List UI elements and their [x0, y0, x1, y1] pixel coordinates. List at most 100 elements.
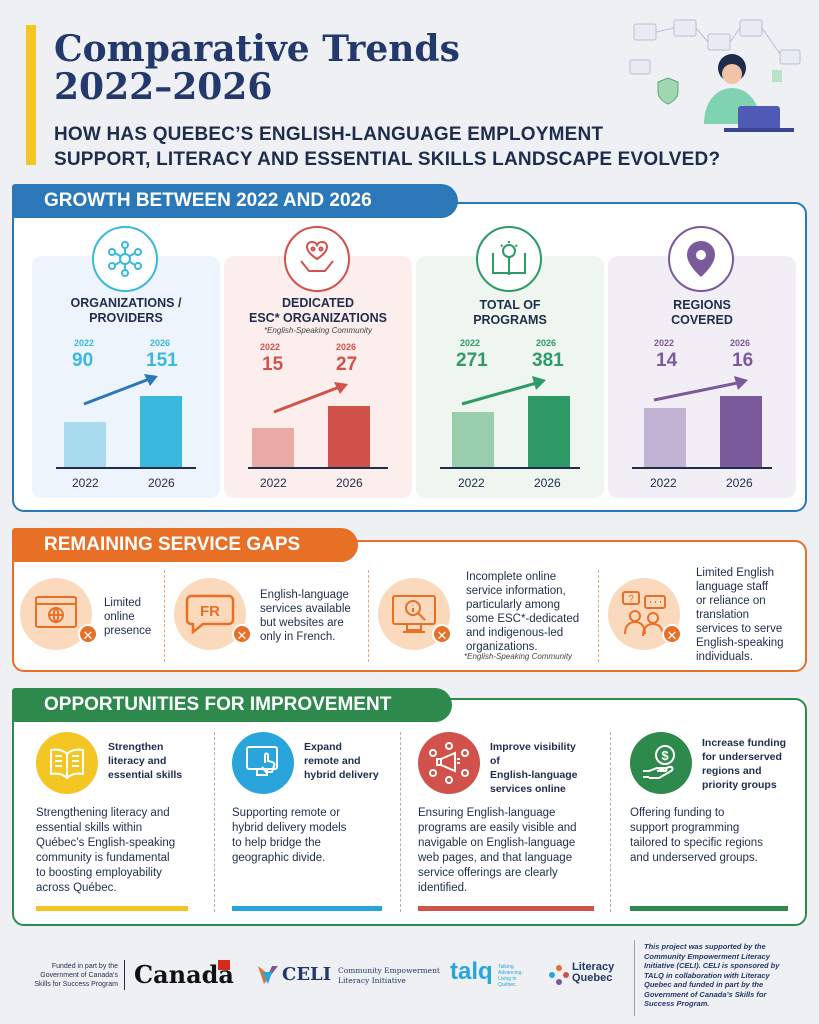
bar-2022 — [64, 422, 106, 468]
gap-footnote: *English-Speaking Community — [464, 652, 573, 661]
bar-2022 — [644, 408, 686, 468]
opp-body: Ensuring English-language programs are ea… — [418, 807, 577, 894]
divider — [400, 732, 401, 912]
chart-baseline — [248, 467, 388, 469]
value-2022: 90 — [72, 350, 94, 371]
divider — [634, 940, 635, 1016]
opportunities-heading: OPPORTUNITIES FOR IMPROVEMENT — [12, 688, 452, 722]
divider — [124, 960, 125, 990]
opp-body: Supporting remote or hybrid delivery mode… — [232, 807, 347, 864]
card-label: REGIONS COVERED — [671, 298, 733, 327]
canada-flag-icon — [218, 960, 230, 970]
x-label-2022: 2022 — [650, 476, 677, 490]
opp-heading: Improve visibility of English-language ser… — [490, 741, 578, 795]
growth-arrow-icon — [461, 376, 546, 406]
growth-card-esc-organizations: DEDICATED ESC* ORGANIZATIONS *English-Spe… — [224, 226, 412, 498]
x-label-2022: 2022 — [260, 476, 287, 490]
gaps-heading: REMAINING SERVICE GAPS — [12, 528, 358, 562]
web-browser-icon — [20, 578, 92, 650]
x-label-2026: 2026 — [726, 476, 753, 490]
opp-heading: Increase funding for underserved regions a… — [702, 737, 787, 791]
gap-incomplete-info: ✕ Incomplete online service information, p… — [378, 570, 598, 664]
opp-heading: Expand remote and hybrid delivery — [304, 741, 379, 781]
value-2022: 271 — [456, 350, 488, 371]
divider — [610, 732, 611, 912]
opp-body: Strengthening literacy and essential skil… — [36, 807, 176, 894]
x-label-2022: 2022 — [458, 476, 485, 490]
open-book-icon — [36, 732, 98, 794]
network-icon — [92, 226, 158, 292]
gap-text: Limited online presence — [104, 597, 152, 637]
card-footnote: *English-Speaking Community — [263, 326, 373, 335]
book-idea-icon — [476, 226, 542, 292]
title-line-2: 2022–2026 — [54, 66, 273, 108]
value-2026: 27 — [336, 354, 358, 375]
svg-text:$: $ — [661, 748, 669, 763]
chart-baseline — [440, 467, 580, 469]
bar-2026 — [328, 406, 370, 468]
bar-2022 — [252, 428, 294, 468]
literacy-quebec-wordmark: Literacy Quebec — [572, 961, 615, 984]
divider — [164, 570, 165, 662]
value-2026: 381 — [532, 350, 564, 371]
divider — [368, 570, 369, 662]
canada-wordmark: Canada — [134, 960, 234, 989]
question-line-2: SUPPORT, LITERACY AND ESSENTIAL SKILLS L… — [54, 149, 721, 170]
value-2026: 151 — [146, 350, 178, 371]
gap-limited-online: ✕ Limited online presence — [20, 570, 160, 664]
card-label: DEDICATED ESC* ORGANIZATIONS — [249, 296, 387, 325]
growth-card-regions: REGIONS COVERED 2022 2026 14 16 2022 2026 — [608, 226, 796, 498]
talq-wordmark: talq — [450, 958, 493, 985]
gap-text: Incomplete online service information, par… — [466, 571, 580, 653]
close-icon: ✕ — [432, 624, 452, 644]
value-2022: 15 — [262, 354, 284, 375]
person-laptop-illustration — [629, 19, 801, 132]
heart-hands-icon — [284, 226, 350, 292]
bar-2026 — [140, 396, 182, 468]
card-label: ORGANIZATIONS / PROVIDERS — [70, 296, 182, 325]
megaphone-network-icon — [418, 732, 480, 794]
growth-heading: GROWTH BETWEEN 2022 AND 2026 — [12, 184, 458, 218]
growth-card-programs: TOTAL OF PROGRAMS 2022 2026 271 381 2022 … — [416, 226, 604, 498]
year-2022-label: 2022 — [654, 338, 675, 348]
gap-limited-staff: ? ✕ Limited English language staff or reli… — [608, 566, 803, 663]
location-pin-icon — [668, 226, 734, 292]
remote-screen-icon — [232, 732, 294, 794]
gap-text: Limited English language staff or reliance… — [696, 567, 784, 663]
title-accent-bar — [26, 25, 36, 165]
x-label-2026: 2026 — [336, 476, 363, 490]
divider — [598, 570, 599, 662]
bar-2026 — [528, 396, 570, 468]
year-2026-label: 2026 — [536, 338, 557, 348]
growth-arrow-icon — [83, 374, 158, 406]
question-line-1: HOW HAS QUEBEC’S ENGLISH-LANGUAGE EMPLOY… — [54, 124, 604, 145]
hand-dollar-icon: $ — [630, 732, 692, 794]
bar-2026 — [720, 396, 762, 468]
footer: Funded in part by the Government of Canad… — [0, 940, 819, 1024]
chart-baseline — [632, 467, 772, 469]
value-2026: 16 — [732, 350, 754, 371]
close-icon: ✕ — [662, 624, 682, 644]
svg-text:?: ? — [628, 594, 634, 605]
opp-underline — [418, 906, 594, 911]
opp-heading: Strengthen literacy and essential skills — [108, 741, 183, 781]
opp-body: Offering funding to support programming ta… — [630, 807, 763, 864]
title-line-1: Comparative Trends — [54, 28, 460, 70]
celi-wordmark: CELI — [282, 964, 332, 985]
growth-arrow-icon — [653, 376, 748, 402]
page-question: HOW HAS QUEBEC’S ENGLISH-LANGUAGE EMPLOY… — [54, 122, 794, 172]
gap-text: English-language services available but we… — [260, 589, 351, 643]
sponsor-note: This project was supported by the Communi… — [644, 942, 780, 1008]
celi-logo-icon — [258, 966, 278, 984]
growth-arrow-icon — [273, 382, 348, 414]
page-title: Comparative Trends 2022–2026 — [54, 30, 460, 106]
opp-underline — [36, 906, 188, 911]
x-label-2026: 2026 — [534, 476, 561, 490]
opp-underline — [232, 906, 382, 911]
x-label-2026: 2026 — [148, 476, 175, 490]
growth-card-organizations: ORGANIZATIONS / PROVIDERS 2022 2026 90 15… — [32, 226, 220, 498]
value-2022: 14 — [656, 350, 678, 371]
year-2022-label: 2022 — [260, 342, 281, 352]
opp-underline — [630, 906, 788, 911]
x-label-2022: 2022 — [72, 476, 99, 490]
